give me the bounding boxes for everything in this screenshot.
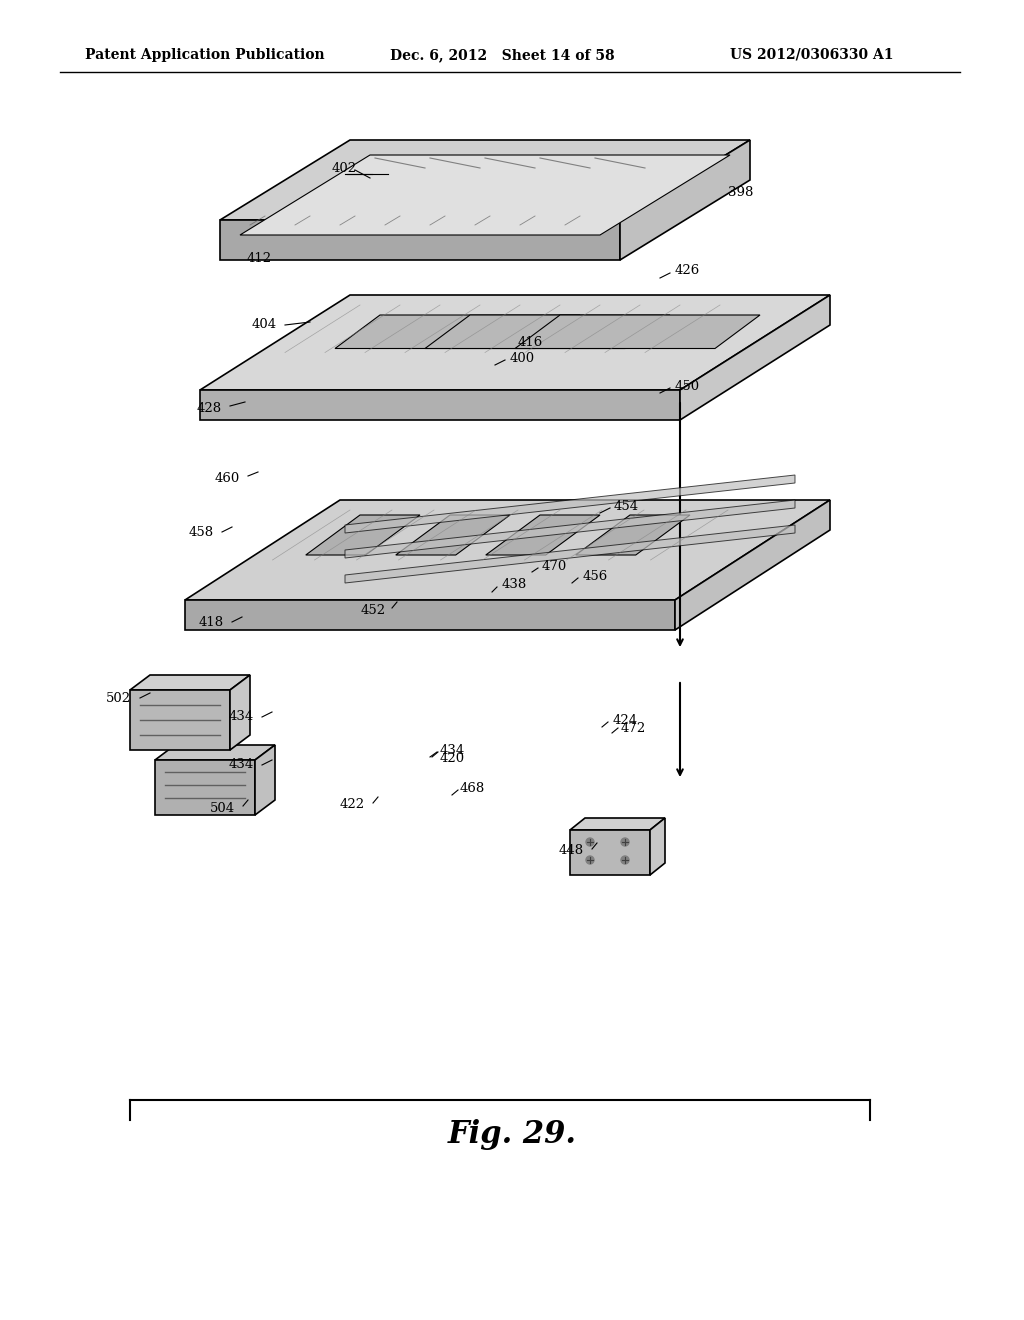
Polygon shape — [230, 675, 250, 750]
Text: 426: 426 — [675, 264, 700, 277]
Polygon shape — [570, 830, 650, 875]
Polygon shape — [185, 601, 675, 630]
Polygon shape — [130, 675, 250, 690]
Polygon shape — [155, 744, 275, 760]
Text: 398: 398 — [728, 186, 754, 198]
Text: 434: 434 — [228, 710, 254, 723]
Polygon shape — [345, 500, 795, 558]
Polygon shape — [200, 389, 680, 420]
Text: 470: 470 — [542, 560, 567, 573]
Polygon shape — [220, 140, 750, 220]
Text: Fig. 29.: Fig. 29. — [447, 1119, 577, 1151]
Polygon shape — [345, 525, 795, 583]
Text: 412: 412 — [247, 252, 272, 264]
Text: 468: 468 — [460, 781, 485, 795]
Polygon shape — [515, 315, 760, 348]
Text: 434: 434 — [228, 759, 254, 771]
Text: 416: 416 — [518, 337, 544, 350]
Circle shape — [586, 838, 594, 846]
Polygon shape — [255, 744, 275, 814]
Text: 402: 402 — [332, 161, 357, 174]
Text: 434: 434 — [440, 743, 465, 756]
Polygon shape — [570, 818, 665, 830]
Polygon shape — [306, 515, 420, 554]
Polygon shape — [485, 515, 600, 554]
Polygon shape — [130, 690, 230, 750]
Polygon shape — [240, 154, 730, 235]
Circle shape — [621, 855, 629, 865]
Polygon shape — [335, 315, 580, 348]
Text: 458: 458 — [188, 527, 214, 540]
Text: 404: 404 — [252, 318, 278, 331]
Text: US 2012/0306330 A1: US 2012/0306330 A1 — [730, 48, 894, 62]
Circle shape — [586, 855, 594, 865]
Text: 454: 454 — [614, 499, 639, 512]
Text: 418: 418 — [199, 615, 224, 628]
Text: 438: 438 — [502, 578, 527, 591]
Text: 400: 400 — [510, 351, 536, 364]
Text: 502: 502 — [105, 692, 131, 705]
Text: 448: 448 — [559, 845, 584, 858]
Text: 450: 450 — [675, 380, 700, 392]
Polygon shape — [200, 294, 830, 389]
Text: 424: 424 — [613, 714, 638, 726]
Polygon shape — [155, 760, 255, 814]
Polygon shape — [185, 500, 830, 601]
Polygon shape — [575, 515, 690, 554]
Circle shape — [621, 838, 629, 846]
Polygon shape — [650, 818, 665, 875]
Polygon shape — [395, 515, 510, 554]
Text: 456: 456 — [583, 569, 608, 582]
Text: 472: 472 — [621, 722, 646, 734]
Polygon shape — [675, 500, 830, 630]
Polygon shape — [345, 475, 795, 533]
Text: Dec. 6, 2012   Sheet 14 of 58: Dec. 6, 2012 Sheet 14 of 58 — [390, 48, 614, 62]
Text: 428: 428 — [197, 401, 222, 414]
Polygon shape — [680, 294, 830, 420]
Text: 504: 504 — [210, 801, 234, 814]
Polygon shape — [620, 140, 750, 260]
Text: 420: 420 — [440, 751, 465, 764]
Polygon shape — [425, 315, 670, 348]
Text: 422: 422 — [340, 799, 365, 812]
Text: Patent Application Publication: Patent Application Publication — [85, 48, 325, 62]
Text: 460: 460 — [215, 471, 240, 484]
Polygon shape — [220, 220, 620, 260]
Text: 452: 452 — [360, 603, 386, 616]
